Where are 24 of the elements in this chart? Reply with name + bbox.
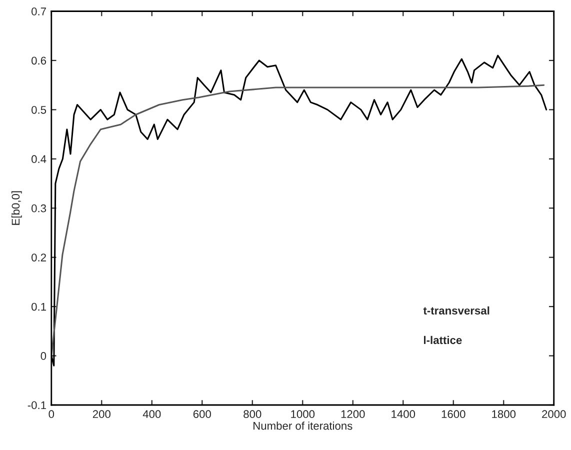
x-tick-label: 1800 [492, 410, 516, 418]
y-tick-label: 0.5 [32, 106, 46, 114]
x-tick-label: 1200 [341, 410, 365, 418]
x-tick-label: 800 [244, 410, 262, 418]
y-tick-label: 0 [40, 352, 46, 360]
x-tick-label: 400 [142, 410, 161, 418]
annotation: l-lattice [424, 336, 462, 344]
y-tick-label: 0.4 [32, 155, 46, 164]
x-axis-title: Number of iterations [254, 422, 352, 430]
y-tick-label: 0.7 [32, 8, 46, 16]
x-tick-label: 2000 [542, 410, 566, 418]
y-tick-label: 0.1 [32, 302, 46, 311]
x-tick-label: 1000 [291, 410, 315, 418]
x-tick-label: 600 [193, 410, 211, 418]
y-axis-title: E[b0,0] [11, 191, 22, 225]
y-tick-label: -0.1 [28, 401, 46, 410]
x-tick-label: 0 [48, 410, 54, 418]
y-tick-label: 0.2 [32, 254, 46, 262]
x-tick-label: 1400 [392, 410, 416, 418]
y-tick-label: 0.3 [32, 204, 46, 212]
y-tick-label: 0.6 [32, 56, 46, 65]
x-tick-label: 1600 [442, 410, 466, 418]
x-tick-label: 200 [92, 410, 110, 418]
annotation: t-transversal [423, 306, 490, 315]
